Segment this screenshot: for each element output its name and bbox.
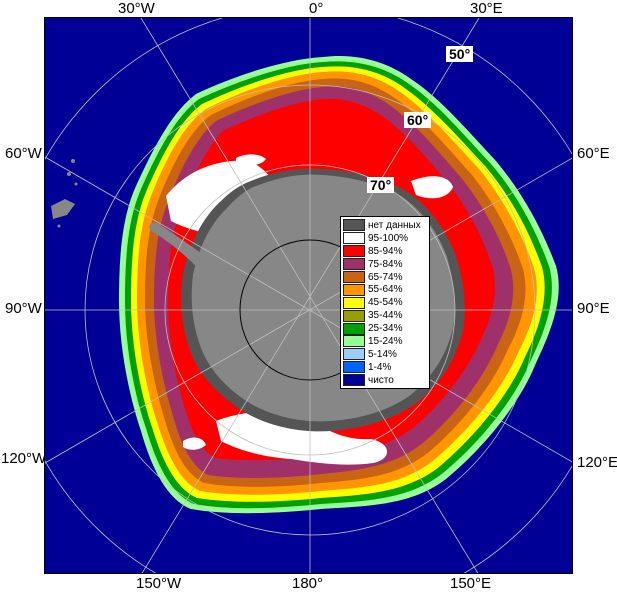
antarctic-peninsula	[149, 222, 211, 271]
legend-label: 75-84%	[368, 258, 403, 270]
legend-item: 5-14%	[343, 348, 427, 361]
legend-item: нет данных	[343, 219, 427, 232]
legend-swatch	[343, 348, 365, 361]
lon-label-30w-top: 30°W	[118, 0, 155, 17]
legend-swatch	[343, 283, 365, 296]
lon-label-60e: 60°E	[577, 145, 610, 162]
legend-item: 45-54%	[343, 296, 427, 309]
lon-label-120e: 120°E	[577, 454, 617, 471]
lon-label-150e-bottom: 150°E	[450, 575, 492, 592]
legend-swatch	[343, 258, 365, 271]
legend-swatch	[343, 335, 365, 348]
legend-label: нет данных	[368, 219, 421, 231]
lon-label-90e: 90°E	[577, 300, 610, 317]
lon-label-180-bottom: 180°	[292, 575, 324, 592]
legend-label: 5-14%	[368, 348, 397, 360]
lat-label-70: 70°	[367, 177, 395, 193]
legend-item: 1-4%	[343, 361, 427, 374]
legend-swatch	[343, 271, 365, 283]
legend-item: 55-64%	[343, 283, 427, 296]
legend-swatch	[343, 374, 365, 387]
legend-item: 75-84%	[343, 258, 427, 271]
legend-item: чисто	[343, 374, 427, 387]
legend-label: 25-34%	[368, 323, 403, 335]
sea-ice-map	[44, 17, 573, 574]
lon-label-30e-top: 30°E	[470, 0, 503, 17]
legend-swatch	[343, 296, 365, 309]
legend-item: 25-34%	[343, 322, 427, 335]
legend-swatch	[343, 245, 365, 258]
lon-label-90w: 90°W	[5, 300, 42, 317]
legend-item: 65-74%	[343, 271, 427, 284]
lon-label-60w: 60°W	[5, 145, 42, 162]
legend-item: 85-94%	[343, 245, 427, 258]
lat-label-60: 60°	[404, 112, 432, 128]
legend-label: 35-44%	[368, 310, 403, 322]
legend-label: 45-54%	[368, 297, 403, 309]
lon-label-0-top: 0°	[309, 0, 324, 17]
legend-item: 15-24%	[343, 335, 427, 348]
legend: нет данных 95-100% 85-94% 75-84% 65-74% 55-64…	[340, 216, 430, 389]
lon-label-120w: 120°W	[1, 450, 47, 467]
islands-south-america	[51, 159, 78, 228]
sea-ice-map-svg	[45, 18, 572, 573]
legend-swatch	[343, 322, 365, 335]
legend-swatch	[343, 309, 365, 322]
legend-swatch	[343, 361, 365, 374]
legend-label: 65-74%	[368, 271, 403, 283]
legend-label: 15-24%	[368, 335, 403, 347]
legend-item: 95-100%	[343, 232, 427, 245]
lat-label-50: 50°	[446, 46, 474, 62]
legend-label: 95-100%	[368, 232, 409, 244]
legend-label: 55-64%	[368, 284, 403, 296]
legend-label: 85-94%	[368, 245, 403, 257]
legend-swatch	[343, 232, 365, 245]
legend-label: 1-4%	[368, 361, 392, 373]
lon-label-150w-bottom: 150°W	[136, 575, 182, 592]
legend-item: 35-44%	[343, 309, 427, 322]
legend-swatch	[343, 219, 365, 232]
legend-label: чисто	[368, 374, 394, 386]
